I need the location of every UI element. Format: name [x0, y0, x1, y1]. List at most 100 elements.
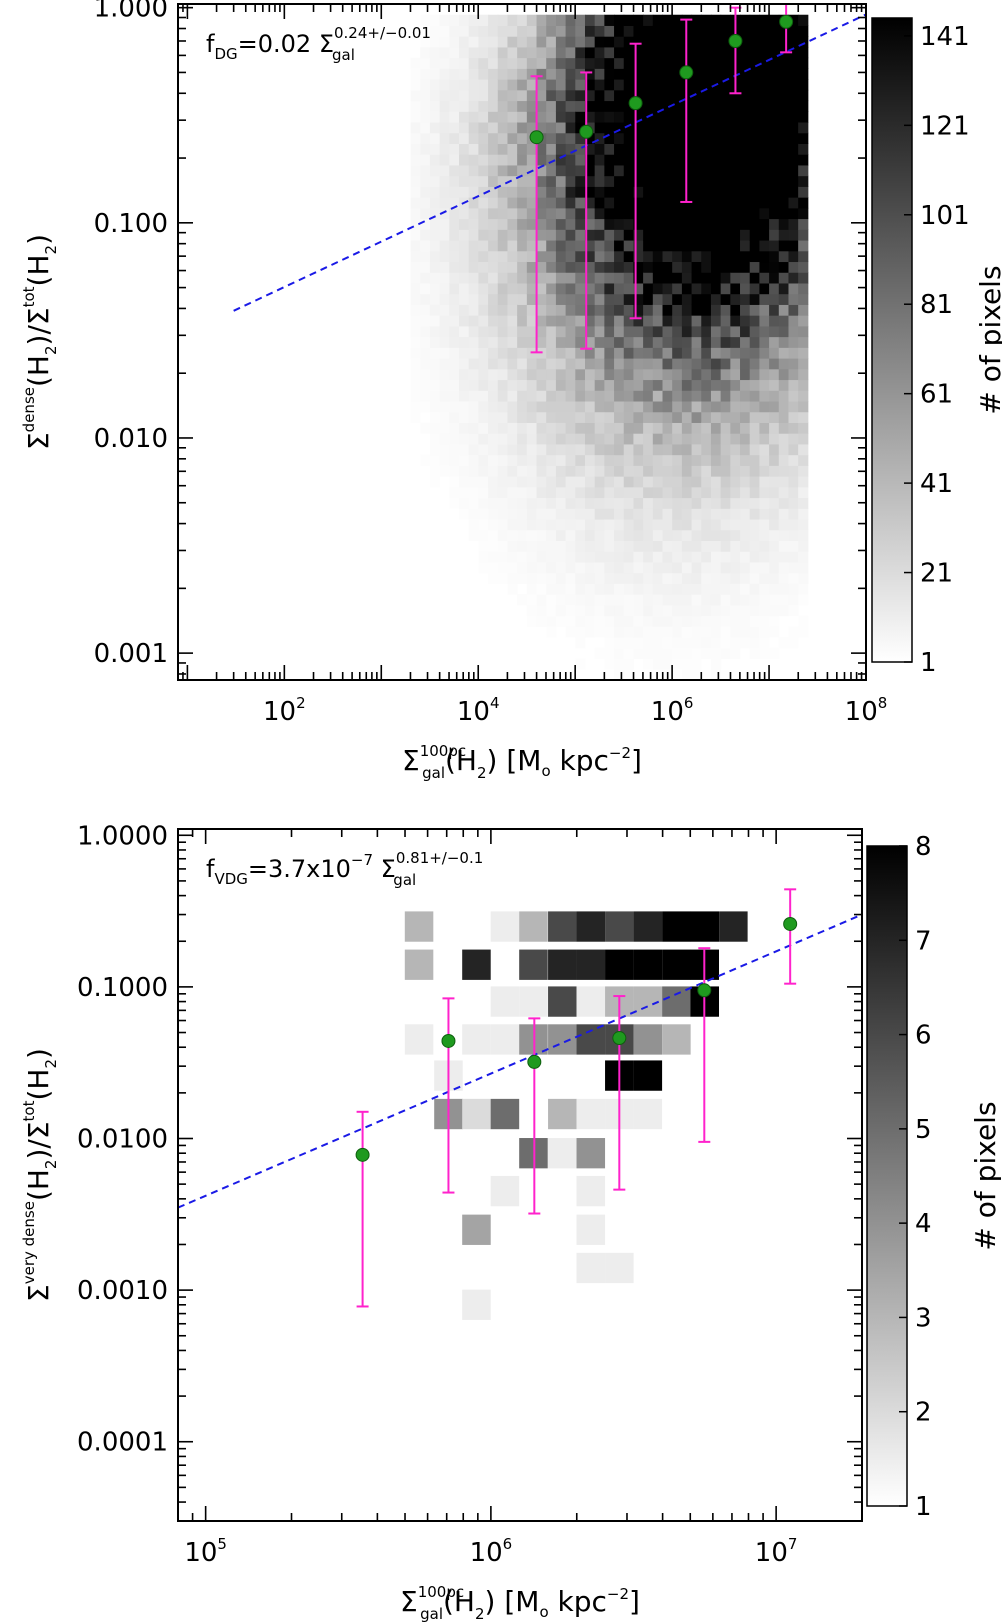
heatmap-cell [526, 14, 538, 26]
heatmap-cell [701, 207, 712, 220]
heatmap-cell [730, 454, 741, 466]
heatmap-cell [643, 519, 654, 531]
heatmap-cell [749, 594, 760, 606]
heatmap-cell [614, 443, 625, 456]
heatmap-cell [672, 240, 683, 252]
heatmap-cell [720, 454, 731, 466]
heatmap-cell [633, 443, 644, 456]
heatmap-cell [749, 626, 760, 638]
heatmap-cell [604, 304, 615, 316]
heatmap-cell [730, 347, 741, 359]
heatmap-cell [584, 154, 596, 166]
heatmap-cell [420, 229, 431, 241]
heatmap-cell [584, 143, 596, 155]
heatmap-cell [497, 25, 508, 37]
heatmap-cell [410, 68, 421, 80]
heatmap-cell [710, 111, 722, 123]
heatmap-cell [652, 476, 664, 488]
heatmap-cell [662, 261, 673, 273]
heatmap-cell [546, 594, 557, 606]
heatmap-cell [691, 615, 702, 627]
heatmap-cell [478, 229, 489, 241]
heatmap-cell [633, 647, 644, 660]
heatmap-cell [662, 637, 673, 649]
heatmap-cell [643, 229, 654, 241]
heatmap-cell [507, 143, 518, 155]
heatmap-cell [536, 282, 547, 295]
heatmap-cell [681, 218, 693, 230]
heatmap-cell [555, 207, 567, 220]
heatmap-cell [555, 615, 567, 627]
heatmap-cell [623, 497, 634, 509]
heatmap-cell [459, 411, 470, 423]
heatmap-cell [701, 497, 712, 509]
heatmap-cell [497, 561, 508, 574]
heatmap-cell [759, 637, 770, 649]
heatmap-cell [623, 325, 634, 338]
heatmap-cell [555, 540, 567, 552]
heatmap-cell [730, 261, 741, 273]
heatmap-cell [478, 79, 489, 91]
heatmap-cell [681, 561, 693, 574]
heatmap-cell [778, 422, 789, 434]
heatmap-cell [604, 497, 615, 509]
heatmap-cell [710, 132, 722, 144]
heatmap-cell [555, 272, 567, 284]
heatmap-cell [778, 551, 789, 563]
heatmap-cell [701, 132, 712, 144]
heatmap-cell [701, 422, 712, 434]
heatmap-cell [507, 304, 518, 316]
heatmap-cell [526, 272, 538, 284]
heatmap-cell [584, 390, 596, 402]
heatmap-cell [681, 390, 693, 402]
heatmap-cell [643, 626, 654, 638]
heatmap-cell [798, 68, 809, 80]
heatmap-cell [672, 561, 683, 574]
heatmap-cell [662, 293, 673, 305]
heatmap-cell [449, 476, 460, 488]
heatmap-cell [468, 164, 479, 177]
heatmap-cell [623, 411, 634, 423]
heatmap-cell [546, 186, 557, 198]
heatmap-cell [526, 240, 538, 252]
heatmap-cell [468, 497, 479, 509]
heatmap-cell [604, 272, 615, 284]
heatmap-cell [798, 486, 809, 499]
heatmap-cell [701, 465, 712, 477]
colorbar-tick-label: 1 [915, 1492, 932, 1522]
heatmap-cell [778, 282, 789, 295]
heatmap-cell [584, 250, 596, 263]
heatmap-cell [691, 240, 702, 252]
heatmap-cell [691, 497, 702, 509]
heatmap-cell [633, 390, 644, 402]
heatmap-cell [643, 100, 654, 112]
heatmap-cell [468, 89, 479, 102]
heatmap-cell [584, 240, 596, 252]
heatmap-cell [614, 497, 625, 509]
heatmap-cell [662, 454, 673, 466]
heatmap-cell [429, 111, 441, 123]
heatmap-cell [497, 572, 508, 584]
heatmap-cell [565, 486, 576, 499]
heatmap-cell [478, 164, 489, 177]
heatmap-cell [662, 272, 673, 284]
heatmap-cell [769, 36, 780, 48]
heatmap-cell [798, 401, 809, 413]
heatmap-cell [798, 476, 809, 488]
heatmap-cell [672, 122, 683, 134]
heatmap-cell [507, 79, 518, 91]
heatmap-cell [730, 583, 741, 595]
heatmap-cell [778, 529, 789, 542]
heatmap-cell [740, 197, 751, 209]
heatmap-cell [507, 390, 518, 402]
heatmap-cell [643, 465, 654, 477]
heatmap-cell [759, 561, 770, 574]
heatmap-cell [720, 411, 731, 423]
heatmap-cell [604, 250, 615, 263]
heatmap-cell [439, 433, 450, 445]
x-axis-title-subscript: 2 [477, 764, 487, 782]
heatmap-cell [575, 626, 586, 638]
heatmap-cell [594, 647, 605, 660]
heatmap-cell [788, 529, 799, 542]
heatmap-cell [536, 175, 547, 187]
